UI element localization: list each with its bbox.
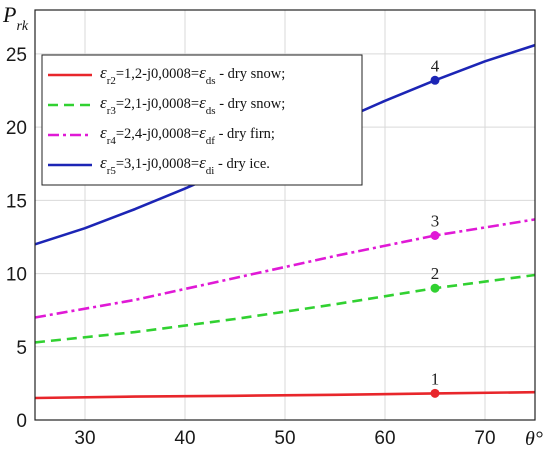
legend-entry-1: εr2=1,2-j0,0008=εds - dry snow; <box>100 63 285 87</box>
y-tick-label: 0 <box>16 411 27 432</box>
y-axis-label-sub: rk <box>16 19 28 34</box>
series-marker-2 <box>430 283 440 293</box>
legend-entry-4: εr5=3,1-j0,0008=εdi - dry ice. <box>100 153 270 177</box>
y-tick-label: 10 <box>6 265 27 286</box>
series-marker-label-3: 3 <box>431 212 440 231</box>
x-tick-label: 30 <box>74 428 95 449</box>
y-tick-label: 25 <box>6 45 27 66</box>
y-axis-label: Prk <box>2 2 29 34</box>
series-marker-4 <box>430 75 440 85</box>
legend-box <box>41 54 363 186</box>
y-tick-label: 5 <box>16 338 27 359</box>
plot-frame <box>34 9 536 421</box>
legend-entry-3: εr4=2,4-j0,0008=εdf - dry firn; <box>100 123 275 147</box>
series-marker-1 <box>430 388 440 398</box>
series-layer: 1 2 3 4 <box>34 43 536 400</box>
series-line-1 <box>34 390 536 400</box>
x-tick-label: 50 <box>274 428 295 449</box>
series-marker-label-1: 1 <box>431 369 440 388</box>
x-tick-label: 70 <box>474 428 495 449</box>
legend: εr2=1,2-j0,0008=εds - dry snow; εr3=2,1-j… <box>41 54 363 186</box>
y-tick-label: 20 <box>6 118 27 139</box>
series-marker-3 <box>430 231 440 240</box>
x-tick-label: 60 <box>374 428 395 449</box>
series-line-2 <box>34 273 536 344</box>
y-tick-label: 15 <box>6 191 27 212</box>
legend-entry-2: εr3=2,1-j0,0008=εds - dry snow; <box>100 93 285 117</box>
series-line-3 <box>34 218 536 319</box>
y-axis-label-main: P <box>2 2 16 27</box>
series-marker-label-2: 2 <box>431 264 440 283</box>
ticks: 30 40 50 60 70 0 5 10 15 20 25 <box>6 45 496 449</box>
series-marker-label-4: 4 <box>431 56 440 75</box>
x-tick-label: 40 <box>174 428 195 449</box>
x-axis-label: θ° <box>525 428 543 450</box>
